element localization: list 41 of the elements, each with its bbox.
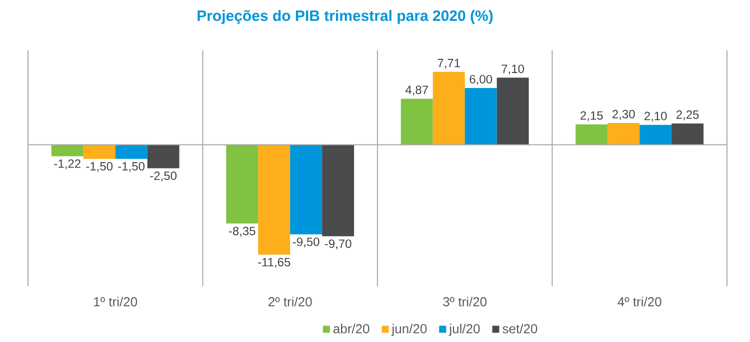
chart-title: Projeções do PIB trimestral para 2020 (%) xyxy=(198,10,493,24)
x-tick-label: 3º tri/20 xyxy=(443,296,487,306)
x-tick-label: 2º tri/20 xyxy=(268,296,312,306)
data-label: 2,25 xyxy=(676,110,699,120)
bar xyxy=(640,124,672,145)
data-label: -11,65 xyxy=(258,258,290,268)
bar xyxy=(83,144,116,159)
bar xyxy=(400,98,433,145)
bar xyxy=(432,72,465,145)
x-tick-label: 1º tri/20 xyxy=(94,296,138,306)
data-label: 4,87 xyxy=(405,86,428,96)
legend-label: jul/20 xyxy=(448,324,480,336)
data-label: -8,35 xyxy=(228,226,256,237)
legend-label: set/20 xyxy=(502,324,538,334)
data-label: -1,50 xyxy=(118,162,145,172)
bar xyxy=(496,78,529,145)
bar xyxy=(322,144,354,236)
bar xyxy=(115,144,148,159)
data-label: -1,50 xyxy=(86,162,113,172)
data-label: 2,15 xyxy=(580,111,603,122)
data-label: 7,10 xyxy=(502,64,524,74)
data-label: -9,70 xyxy=(324,239,352,250)
data-label: -2,50 xyxy=(150,172,177,182)
legend-label: jun/20 xyxy=(391,324,427,336)
x-tick-label: 4º tri/20 xyxy=(618,296,662,306)
bar xyxy=(290,144,322,234)
bar xyxy=(576,124,608,145)
data-label: 2,10 xyxy=(644,112,667,122)
bar xyxy=(464,88,497,145)
data-label: 7,71 xyxy=(438,58,460,69)
data-label: 2,30 xyxy=(612,110,635,120)
bar xyxy=(258,144,290,255)
bar xyxy=(226,144,258,224)
bar xyxy=(672,123,704,145)
data-label: -9,50 xyxy=(292,238,320,248)
bar xyxy=(608,122,640,145)
bar xyxy=(147,144,180,168)
bar xyxy=(51,144,84,156)
data-label: 6,00 xyxy=(470,74,492,85)
data-label: -1,22 xyxy=(54,159,80,170)
legend-label: abr/20 xyxy=(333,324,370,334)
